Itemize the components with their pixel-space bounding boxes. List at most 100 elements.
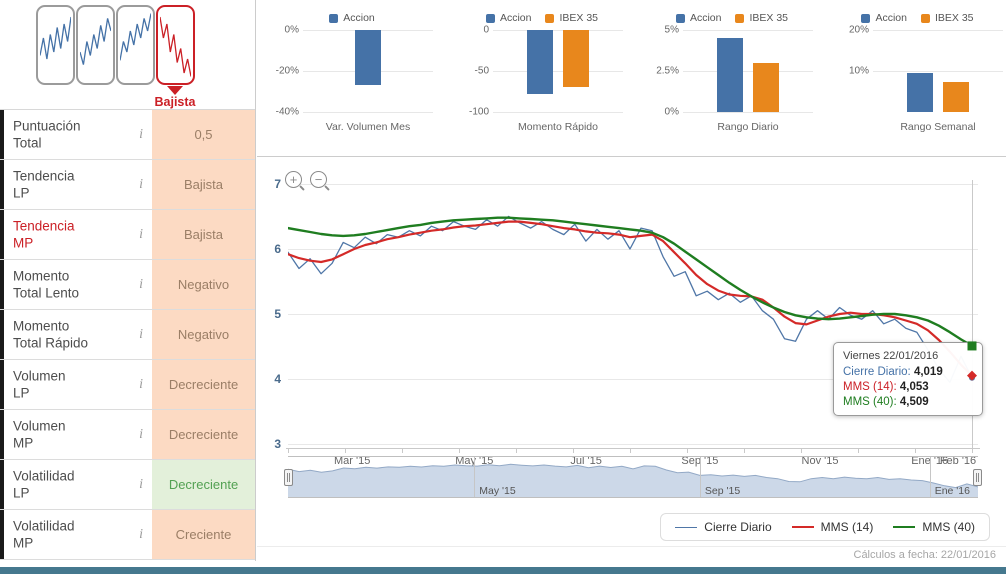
tooltip-value: 4,053 <box>899 381 929 393</box>
tick-mark <box>345 448 346 453</box>
indicator-value: Bajista <box>152 160 255 209</box>
info-icon[interactable]: i <box>139 526 143 542</box>
indicator-value: Bajista <box>152 210 255 259</box>
trend-state-label: Bajista <box>154 95 196 109</box>
indicator-row-volatilidad-mp[interactable]: Volatilidad MP i Creciente <box>0 510 255 560</box>
y-tick-label: 0 <box>483 24 489 36</box>
indicator-label: Volumen MP <box>13 417 66 451</box>
mini-chart-momento-rapido: Accion IBEX 35 0 -50 -100 Momento Rápido <box>449 0 635 152</box>
gridline <box>699 457 701 497</box>
legend-item-accion[interactable]: Accion <box>485 12 531 24</box>
y-tick-label: 0% <box>284 24 299 36</box>
tick-mark <box>687 448 688 453</box>
zoom-out-icon[interactable]: − <box>310 171 327 188</box>
crosshair-line <box>972 180 973 448</box>
indicator-row-momento-total-rapido[interactable]: Momento Total Rápido i Negativo <box>0 310 255 360</box>
indicator-row-volatilidad-lp[interactable]: Volatilidad LP i Decreciente <box>0 460 255 510</box>
legend-item-mms-40[interactable]: MMS (40) <box>893 520 975 534</box>
trend-sparkline-2[interactable] <box>76 5 115 85</box>
y-axis-label: 6 <box>274 242 281 256</box>
legend-swatch <box>329 13 339 23</box>
trend-sparkline-1[interactable] <box>36 5 75 85</box>
indicator-label: Puntuación Total <box>13 117 81 151</box>
y-tick-label: 2.5% <box>656 65 679 77</box>
indicator-label: Tendencia MP <box>13 217 75 251</box>
tick-mark <box>459 448 460 453</box>
mini-chart-plot: 0% -20% -40% <box>276 25 433 118</box>
legend-item-accion[interactable]: Accion <box>329 12 375 24</box>
legend-label: Accion <box>875 12 907 24</box>
indicator-row-momento-total-lento[interactable]: Momento Total Lento i Negativo <box>0 260 255 310</box>
indicator-row-volumen-lp[interactable]: Volumen LP i Decreciente <box>0 360 255 410</box>
mini-chart-rango-semanal: Accion IBEX 35 20% 10% Rango Semanal <box>829 0 1006 152</box>
mini-chart-plot: 20% 10% <box>849 25 1003 112</box>
y-tick-label: -20% <box>275 65 299 77</box>
legend-item-mms-14[interactable]: MMS (14) <box>791 520 873 534</box>
info-icon[interactable]: i <box>139 476 143 492</box>
zoom-in-icon[interactable]: + <box>285 171 302 188</box>
info-icon[interactable]: i <box>139 276 143 292</box>
sparkline-line <box>120 13 151 61</box>
navigator-left-handle[interactable] <box>284 469 293 486</box>
trend-sparkline-4-selected[interactable] <box>156 5 195 85</box>
gridline <box>288 183 978 185</box>
indicator-row-puntuacion-total[interactable]: Puntuación Total i 0,5 <box>0 110 255 160</box>
legend-label: MMS (40) <box>922 520 975 534</box>
legend-item-ibex-35[interactable]: IBEX 35 <box>545 12 598 24</box>
legend-item-accion[interactable]: Accion <box>861 12 907 24</box>
bar-accion <box>907 73 933 112</box>
mini-chart-title: Rango Diario <box>717 121 779 133</box>
tick-mark <box>516 448 517 453</box>
tooltip-row: MMS (40)4,509 <box>843 396 973 408</box>
mini-chart-title: Momento Rápido <box>518 121 598 133</box>
mini-chart-legend: Accion IBEX 35 <box>639 0 825 30</box>
chart-tooltip: Viernes 22/01/2016 Cierre Diario4,019 MM… <box>833 342 983 416</box>
indicator-row-tendencia-mp[interactable]: Tendencia MP i Bajista <box>0 210 255 260</box>
trend-sparkline-3[interactable] <box>116 5 155 85</box>
navigator-label: Ene '16 <box>934 485 970 497</box>
indicator-sidebar: Bajista Puntuación Total i 0,5 Tendencia… <box>0 0 256 561</box>
gridline <box>493 30 623 31</box>
tick-mark <box>573 448 574 453</box>
legend-item-ibex-35[interactable]: IBEX 35 <box>920 12 974 24</box>
info-icon[interactable]: i <box>139 226 143 242</box>
x-axis: Mar '15 May '15 Jul '15 Sep '15 Nov '15 Ene '… <box>288 448 982 470</box>
navigator-label: Sep '15 <box>704 485 741 497</box>
chart-legend: Cierre Diario MMS (14) MMS (40) <box>660 513 990 541</box>
gridline <box>288 314 978 315</box>
tooltip-date: Viernes 22/01/2016 <box>843 350 939 362</box>
legend-swatch <box>920 13 930 23</box>
mini-chart-plot: 0 -50 -100 <box>469 25 623 118</box>
tooltip-series-label: MMS (40) <box>843 396 900 408</box>
chart-series-layer <box>288 215 974 383</box>
range-navigator[interactable]: May '15 Sep '15 Ene '16 <box>288 456 978 498</box>
info-icon[interactable]: i <box>139 376 143 392</box>
legend-item-cierre-diario[interactable]: Cierre Diario <box>675 520 772 534</box>
gridline <box>683 71 813 72</box>
info-icon[interactable]: i <box>139 176 143 192</box>
tick-mark <box>402 448 403 453</box>
indicator-row-volumen-mp[interactable]: Volumen MP i Decreciente <box>0 410 255 460</box>
info-icon[interactable]: i <box>139 326 143 342</box>
indicator-label: Volatilidad LP <box>13 467 75 501</box>
mini-chart-title: Var. Volumen Mes <box>325 121 411 133</box>
info-icon[interactable]: i <box>139 126 143 142</box>
y-tick-label: -100 <box>468 106 489 118</box>
chart-gridlines <box>288 180 978 448</box>
legend-item-ibex-35[interactable]: IBEX 35 <box>735 12 788 24</box>
gridline <box>493 112 623 113</box>
legend-item-accion[interactable]: Accion <box>675 12 721 24</box>
info-icon[interactable]: i <box>139 426 143 442</box>
bar-ibex-35 <box>563 30 589 87</box>
legend-label: Accion <box>343 12 375 24</box>
tick-mark <box>630 448 631 453</box>
tooltip-row: MMS (14)4,053 <box>843 381 973 393</box>
navigator-label: May '15 <box>479 485 516 497</box>
bar-ibex-35 <box>943 82 969 112</box>
legend-label: Cierre Diario <box>704 520 772 534</box>
navigator-area-chart <box>288 463 978 497</box>
navigator-right-handle[interactable] <box>973 469 982 486</box>
legend-line-sample <box>791 526 814 528</box>
indicator-row-tendencia-lp[interactable]: Tendencia LP i Bajista <box>0 160 255 210</box>
